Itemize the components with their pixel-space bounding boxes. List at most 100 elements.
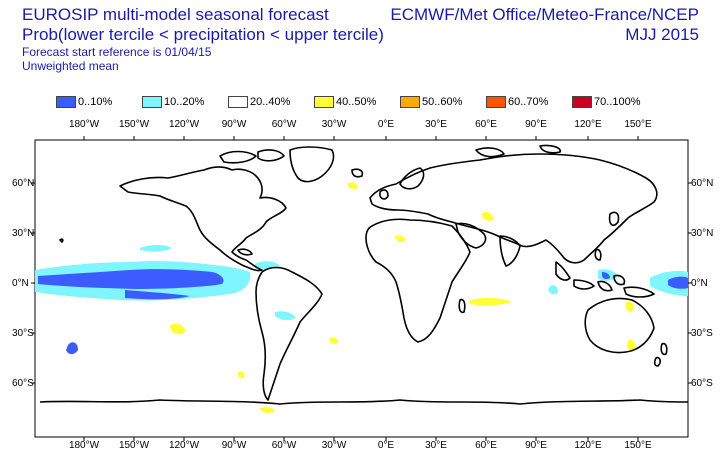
lon-label: 90°W <box>222 119 247 130</box>
right-latitude-labels: 60°N 30°N 0°N 30°S 60°S <box>691 178 713 389</box>
color-legend: 0..10% 10..20% 20..40% 40..50% 50..60% 6… <box>56 95 658 108</box>
lon-label: 90°W <box>222 440 247 451</box>
coastlines <box>39 144 689 405</box>
arabia-outline <box>455 222 487 249</box>
lon-label: 90°E <box>525 440 547 451</box>
scandinavia-outline <box>399 167 425 190</box>
map-subtitle: Prob(lower tercile < precipitation < upp… <box>22 25 384 44</box>
lon-label: 120°W <box>169 119 200 130</box>
lat-label: 0°N <box>691 278 708 289</box>
lon-label: 180°W <box>69 119 100 130</box>
pacific-band-dark <box>38 269 224 289</box>
data-source-label: ECMWF/Met Office/Meteo-France/NCEP <box>390 5 699 24</box>
iceland-outline <box>351 168 364 178</box>
indonesia-patch-dark <box>602 272 610 280</box>
lat-label: 0°N <box>12 278 29 289</box>
forecast-start-reference: Forecast start reference is 01/04/15 <box>22 45 212 59</box>
indian-ocean-patch <box>548 285 558 295</box>
legend-item: 50..60% <box>400 95 486 108</box>
lat-label: 30°N <box>12 228 34 239</box>
legend-label: 40..50% <box>336 95 377 108</box>
lat-label: 60°N <box>691 178 713 189</box>
map-title: EUROSIP multi-model seasonal forecast <box>22 5 329 24</box>
lon-label: 30°E <box>425 440 447 451</box>
caribbean-outline <box>237 248 253 256</box>
australia-outline <box>584 297 655 354</box>
eurasia-outline <box>369 153 658 264</box>
lon-label: 60°W <box>272 440 297 451</box>
lon-label: 60°W <box>272 119 297 130</box>
legend-item: 0..10% <box>56 95 142 108</box>
south-america-outline <box>255 266 323 401</box>
antarctica-outline <box>39 399 689 405</box>
new-zealand-outline <box>660 342 668 356</box>
legend-swatch <box>486 95 506 108</box>
left-latitude-labels: 60°N 30°N 0°N 30°S 60°S <box>12 178 34 389</box>
legend-label: 20..40% <box>250 95 291 108</box>
japan-outline <box>608 211 620 227</box>
legend-swatch <box>314 95 334 108</box>
legend-swatch <box>572 95 592 108</box>
mean-type-label: Unweighted mean <box>22 59 119 73</box>
legend-label: 60..70% <box>508 95 549 108</box>
axis-ticks <box>31 136 692 441</box>
lon-label: 0°E <box>378 119 395 130</box>
lat-label: 30°N <box>691 228 713 239</box>
lon-label: 120°E <box>574 119 602 130</box>
high-probability-regions <box>170 182 636 413</box>
uk-outline <box>379 189 389 200</box>
lon-label: 120°W <box>169 440 200 451</box>
lon-label: 150°W <box>119 119 150 130</box>
legend-item: 60..70% <box>486 95 572 108</box>
lon-label: 0°E <box>378 440 395 451</box>
header-left: EUROSIP multi-model seasonal forecast Pr… <box>22 6 384 72</box>
top-longitude-labels: 180°W 150°W 120°W 90°W 60°W 30°W 0°E 30°… <box>69 119 652 130</box>
new-guinea-outline <box>623 286 655 298</box>
lon-label: 120°E <box>574 440 602 451</box>
lon-label: 60°E <box>475 119 497 130</box>
lon-label: 30°E <box>425 119 447 130</box>
legend-label: 0..10% <box>78 95 113 108</box>
lat-label: 60°S <box>12 378 34 389</box>
legend-label: 70..100% <box>594 95 641 108</box>
africa-outline <box>365 218 471 343</box>
lat-label: 60°N <box>12 178 34 189</box>
north-america-outline <box>119 166 287 272</box>
legend-swatch <box>400 95 420 108</box>
arctic-islands-outline <box>219 150 257 164</box>
hawaii-outline <box>59 238 64 243</box>
pacific-north-patch <box>140 245 172 252</box>
pacific-band-tail <box>125 290 190 300</box>
lon-label: 30°W <box>322 440 347 451</box>
legend-swatch <box>142 95 162 108</box>
lon-label: 180°W <box>69 440 100 451</box>
lon-label: 60°E <box>475 440 497 451</box>
legend-item: 10..20% <box>142 95 228 108</box>
indonesia-outline <box>573 279 595 290</box>
madagascar-outline <box>458 298 466 314</box>
lat-label: 30°S <box>12 328 34 339</box>
forecast-period-label: MJJ 2015 <box>625 25 699 44</box>
legend-item: 40..50% <box>314 95 400 108</box>
lat-label: 60°S <box>691 378 713 389</box>
legend-swatch <box>228 95 248 108</box>
southeast-asia-outline <box>555 261 571 281</box>
legend-label: 50..60% <box>422 95 463 108</box>
lon-label: 30°W <box>322 119 347 130</box>
south-america-patch <box>275 311 296 321</box>
legend-label: 10..20% <box>164 95 205 108</box>
india-outline <box>499 235 521 267</box>
bottom-longitude-labels: 180°W 150°W 120°W 90°W 60°W 30°W 0°E 30°… <box>69 440 652 451</box>
lon-label: 150°E <box>624 119 652 130</box>
header-right: ECMWF/Met Office/Meteo-France/NCEP MJJ 2… <box>390 6 699 43</box>
legend-item: 20..40% <box>228 95 314 108</box>
legend-item: 70..100% <box>572 95 658 108</box>
legend-swatch <box>56 95 76 108</box>
lon-label: 150°E <box>624 440 652 451</box>
low-probability-regions <box>35 245 688 355</box>
lat-label: 30°S <box>691 328 713 339</box>
lon-label: 150°W <box>119 440 150 451</box>
south-pacific-patch <box>66 342 78 355</box>
lon-label: 90°E <box>525 119 547 130</box>
